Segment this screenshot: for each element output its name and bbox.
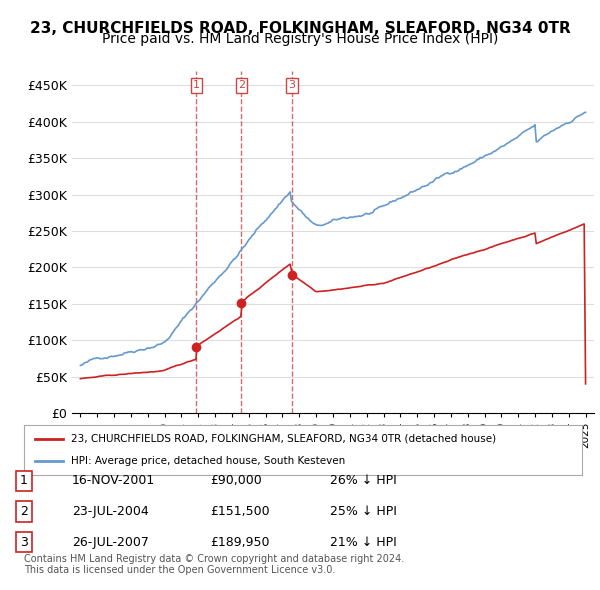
Text: 25% ↓ HPI: 25% ↓ HPI (330, 505, 397, 518)
Text: 2: 2 (20, 505, 28, 518)
Text: 3: 3 (289, 80, 296, 90)
Text: 16-NOV-2001: 16-NOV-2001 (72, 474, 155, 487)
Text: 1: 1 (20, 474, 28, 487)
Text: Price paid vs. HM Land Registry's House Price Index (HPI): Price paid vs. HM Land Registry's House … (102, 32, 498, 47)
Text: Contains HM Land Registry data © Crown copyright and database right 2024.
This d: Contains HM Land Registry data © Crown c… (24, 553, 404, 575)
Text: 23-JUL-2004: 23-JUL-2004 (72, 505, 149, 518)
Text: 3: 3 (20, 536, 28, 549)
Text: £90,000: £90,000 (210, 474, 262, 487)
Text: 1: 1 (193, 80, 200, 90)
Text: 2: 2 (238, 80, 245, 90)
Text: 23, CHURCHFIELDS ROAD, FOLKINGHAM, SLEAFORD, NG34 0TR (detached house): 23, CHURCHFIELDS ROAD, FOLKINGHAM, SLEAF… (71, 434, 497, 444)
Text: 23, CHURCHFIELDS ROAD, FOLKINGHAM, SLEAFORD, NG34 0TR: 23, CHURCHFIELDS ROAD, FOLKINGHAM, SLEAF… (29, 21, 571, 35)
Text: 21% ↓ HPI: 21% ↓ HPI (330, 536, 397, 549)
Text: HPI: Average price, detached house, South Kesteven: HPI: Average price, detached house, Sout… (71, 456, 346, 466)
Text: 26% ↓ HPI: 26% ↓ HPI (330, 474, 397, 487)
Text: 26-JUL-2007: 26-JUL-2007 (72, 536, 149, 549)
Text: £151,500: £151,500 (210, 505, 269, 518)
Text: £189,950: £189,950 (210, 536, 269, 549)
